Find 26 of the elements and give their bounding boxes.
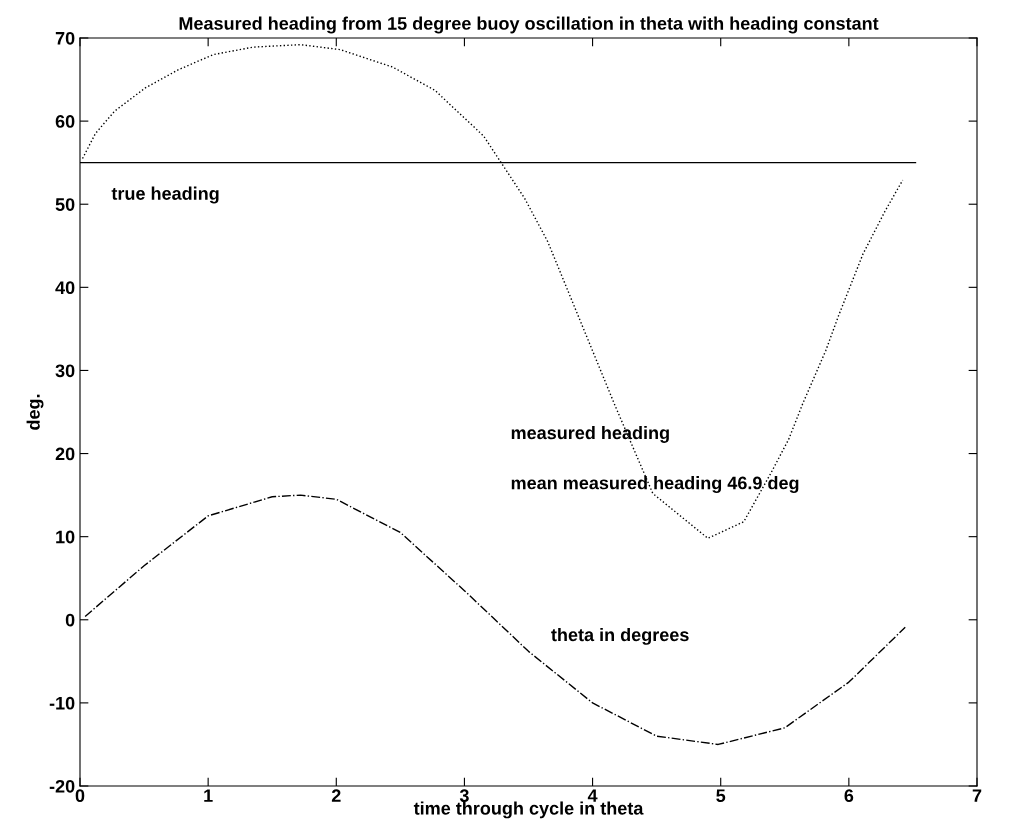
x-tick-label: 3 <box>459 789 469 803</box>
x-tick-label: 6 <box>844 789 854 803</box>
y-tick-label: 30 <box>55 364 75 378</box>
annotation: measured heading <box>511 425 669 443</box>
annotation: mean measured heading 46.9 deg <box>511 476 799 494</box>
y-tick-label: 60 <box>55 115 75 128</box>
y-tick-label: 0 <box>65 613 75 627</box>
y-axis-title: deg. <box>26 394 44 430</box>
y-tick-label: 20 <box>55 447 75 461</box>
x-tick-label: 2 <box>331 789 341 802</box>
annotation: true heading <box>111 186 219 204</box>
y-tick-label: 50 <box>55 198 75 211</box>
y-tick-label: -10 <box>49 696 75 710</box>
y-tick-label: 10 <box>56 530 75 544</box>
x-tick-label: 1 <box>204 789 213 802</box>
y-tick-label: -20 <box>49 779 75 793</box>
chart-title: Measured heading from 15 degree buoy oscillation in theta with heading constant <box>179 16 879 34</box>
x-axis-title: time through cycle in theta <box>413 801 644 819</box>
x-tick-label: 0 <box>75 789 85 803</box>
x-tick-label: 7 <box>972 789 982 802</box>
line-series <box>84 494 906 746</box>
x-tick-label: 4 <box>587 789 598 802</box>
annotation: theta in degrees <box>551 627 689 645</box>
x-tick-label: 5 <box>716 789 726 803</box>
y-tick-label: 40 <box>55 281 75 295</box>
y-tick-label: 70 <box>55 31 75 45</box>
